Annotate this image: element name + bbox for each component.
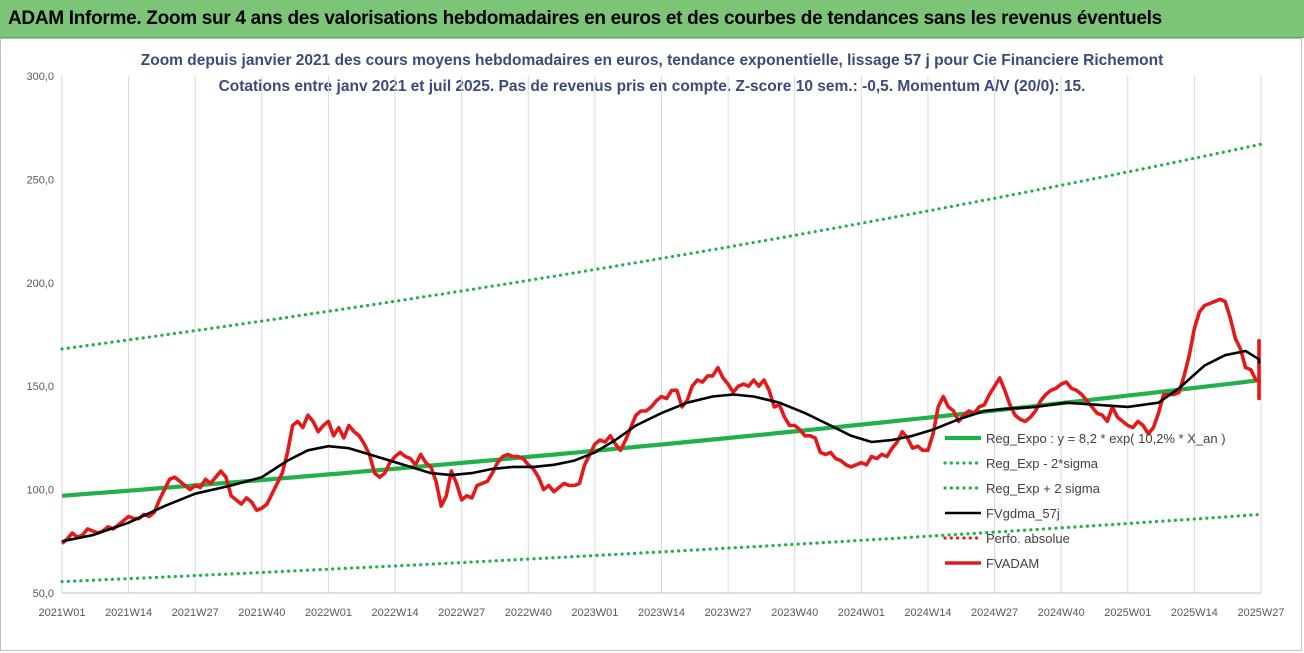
x-tick-label: 2023W40 — [771, 607, 818, 619]
x-tick-label: 2024W40 — [1038, 607, 1085, 619]
y-tick-label: 300,0 — [26, 71, 54, 83]
legend-label: Perfo. absolue — [986, 531, 1070, 546]
x-tick-label: 2024W27 — [971, 607, 1018, 619]
y-tick-label: 100,0 — [26, 485, 54, 497]
x-tick-label: 2021W01 — [38, 607, 85, 619]
x-tick-label: 2024W14 — [904, 607, 951, 619]
x-tick-label: 2022W01 — [305, 607, 352, 619]
y-tick-label: 250,0 — [26, 174, 54, 186]
legend-label: FVgdma_57j — [986, 506, 1060, 521]
series-line-reg-exp-2-sigma — [60, 142, 1263, 351]
x-tick-label: 2023W27 — [705, 607, 752, 619]
x-tick-label: 2023W01 — [571, 607, 618, 619]
x-tick-label: 2021W40 — [238, 607, 285, 619]
legend-label: Reg_Expo : y = 8,2 * exp( 10,2% * X_an ) — [986, 431, 1226, 446]
x-tick-label: 2021W27 — [172, 607, 219, 619]
x-tick-label: 2021W14 — [105, 607, 152, 619]
y-tick-label: 150,0 — [26, 381, 54, 393]
x-tick-label: 2025W27 — [1237, 607, 1284, 619]
y-tick-label: 50,0 — [33, 588, 54, 600]
x-tick-label: 2025W01 — [1104, 607, 1151, 619]
chart-frame — [0, 38, 1302, 651]
chart-title: Zoom depuis janvier 2021 des cours moyen… — [140, 52, 1164, 69]
y-tick-label: 200,0 — [26, 278, 54, 290]
line-chart: 2021W01 2021W14 2021W27 2021W40 2022W01 2022W… — [26, 71, 1284, 619]
report-banner-title: ADAM Informe. Zoom sur 4 ans des valoris… — [8, 8, 1162, 29]
x-tick-label: 2022W40 — [505, 607, 552, 619]
x-tick-label: 2025W14 — [1171, 607, 1218, 619]
x-tick-label: 2022W27 — [438, 607, 485, 619]
legend-label: Reg_Exp - 2*sigma — [986, 456, 1099, 471]
series-line-fvgdma-57j — [61, 349, 1261, 543]
x-tick-label: 2022W14 — [372, 607, 419, 619]
x-tick-label: 2023W14 — [638, 607, 685, 619]
series-line-fvadam — [60, 297, 1261, 545]
report-banner: ADAM Informe. Zoom sur 4 ans des valoris… — [0, 0, 1304, 38]
series-line-reg-exp-2-sigma — [60, 512, 1263, 584]
chart-subtitle: Cotations entre janv 2021 et juil 2025. … — [218, 78, 1086, 95]
x-tick-label: 2024W01 — [838, 607, 885, 619]
legend-label: FVADAM — [986, 556, 1039, 571]
legend-label: Reg_Exp + 2 sigma — [986, 481, 1101, 496]
